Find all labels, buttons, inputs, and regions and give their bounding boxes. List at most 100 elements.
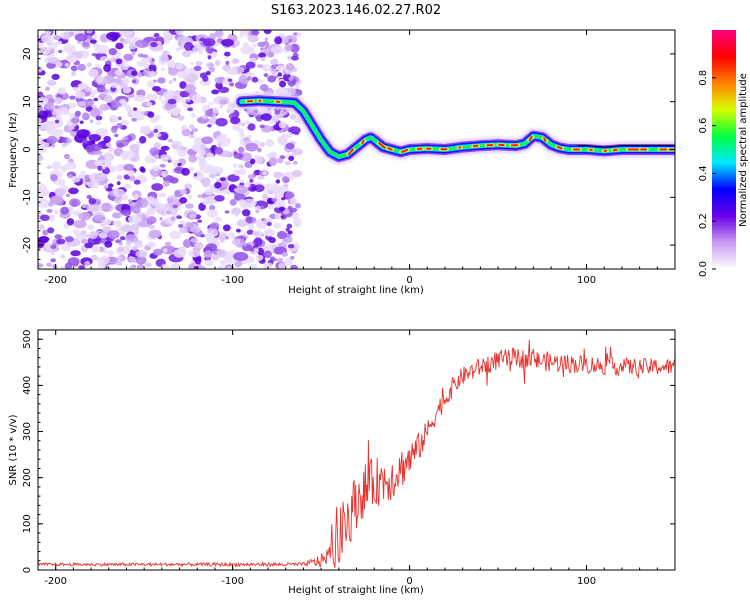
noise-blob	[91, 254, 98, 261]
noise-blob	[168, 195, 174, 199]
noise-blob	[108, 48, 118, 56]
spec-x-tick-label: 0	[406, 275, 412, 286]
noise-blob	[254, 156, 264, 164]
noise-blob	[290, 43, 300, 53]
noise-blob	[179, 219, 185, 226]
noise-blob	[279, 80, 287, 88]
noise-blob	[132, 79, 137, 84]
noise-blob	[226, 190, 232, 196]
noise-blob	[206, 152, 214, 158]
noise-blob	[160, 154, 169, 160]
noise-blob	[234, 188, 238, 192]
noise-blob	[115, 246, 129, 256]
noise-blob	[262, 246, 269, 251]
noise-blob	[64, 62, 70, 67]
noise-blob	[97, 165, 103, 171]
noise-blob	[110, 99, 122, 108]
noise-blob	[172, 110, 179, 117]
noise-blob	[268, 203, 275, 210]
noise-blob	[232, 162, 238, 168]
noise-blob	[225, 60, 230, 66]
noise-blob	[152, 86, 161, 92]
noise-blob	[136, 60, 147, 67]
noise-blob	[86, 62, 92, 68]
noise-blob	[214, 216, 222, 222]
noise-blob	[131, 117, 138, 122]
noise-blob	[190, 61, 194, 66]
noise-blob	[89, 231, 98, 240]
noise-blob	[238, 199, 245, 204]
noise-blob	[103, 135, 111, 143]
noise-blob	[198, 159, 207, 165]
noise-blob	[158, 54, 169, 63]
noise-blob	[295, 203, 301, 209]
noise-blob	[274, 36, 283, 45]
noise-blob	[162, 248, 168, 253]
noise-blob	[162, 133, 168, 141]
noise-blob	[220, 180, 229, 188]
noise-blob	[222, 224, 231, 232]
noise-blob	[257, 247, 265, 256]
noise-blob	[169, 177, 179, 184]
noise-blob	[204, 109, 212, 117]
noise-blob	[150, 41, 158, 48]
noise-blob	[229, 82, 235, 87]
noise-blob	[255, 205, 261, 211]
noise-blob	[262, 193, 269, 200]
noise-blob	[197, 219, 202, 223]
spec-y-tick-label: -10	[22, 189, 33, 205]
noise-blob	[240, 122, 246, 127]
noise-blob	[198, 202, 206, 211]
noise-blob	[133, 193, 139, 200]
noise-blob	[39, 197, 45, 201]
noise-blob	[277, 72, 283, 77]
noise-blob	[284, 191, 295, 200]
noise-blob	[50, 41, 58, 50]
noise-blob	[67, 54, 78, 64]
noise-blob	[80, 230, 87, 235]
noise-blob	[51, 73, 60, 80]
noise-blob	[83, 86, 93, 93]
noise-blob	[257, 41, 266, 47]
noise-blob	[48, 214, 55, 222]
noise-blob	[116, 122, 123, 129]
noise-blob	[92, 215, 104, 223]
snr-y-tick-label: 100	[22, 514, 33, 533]
noise-blob	[107, 230, 120, 240]
noise-blob	[210, 166, 224, 175]
noise-blob	[141, 111, 145, 115]
noise-blob	[290, 264, 298, 269]
noise-blob	[251, 30, 260, 36]
track-edge-line	[577, 145, 675, 148]
noise-blob	[266, 189, 275, 195]
noise-blob	[249, 179, 254, 183]
noise-blob	[78, 83, 85, 89]
noise-blob	[127, 199, 133, 203]
noise-blob	[207, 55, 212, 60]
noise-blob	[234, 184, 248, 194]
noise-blob	[188, 154, 198, 163]
noise-blob	[239, 179, 245, 184]
noise-blob	[127, 169, 135, 177]
noise-blob	[165, 210, 172, 215]
noise-blob	[202, 38, 216, 47]
noise-blob	[190, 237, 199, 243]
noise-blob	[134, 94, 146, 102]
snr-x-label: Height of straight line (km)	[288, 585, 424, 596]
noise-blob	[101, 202, 112, 211]
noise-blob	[171, 144, 179, 150]
noise-blob	[95, 115, 103, 121]
noise-blob	[247, 134, 252, 139]
noise-blob	[178, 115, 185, 121]
noise-blob	[53, 35, 61, 41]
noise-blob	[103, 250, 108, 254]
noise-blob	[181, 167, 190, 176]
snr-y-tick-label: 400	[22, 376, 33, 395]
noise-blob	[122, 86, 132, 94]
noise-blob	[214, 30, 224, 38]
noise-blob	[167, 139, 173, 143]
noise-blob	[139, 136, 147, 144]
noise-blob	[67, 174, 73, 179]
noise-blob	[202, 200, 209, 205]
noise-blob	[74, 110, 81, 117]
